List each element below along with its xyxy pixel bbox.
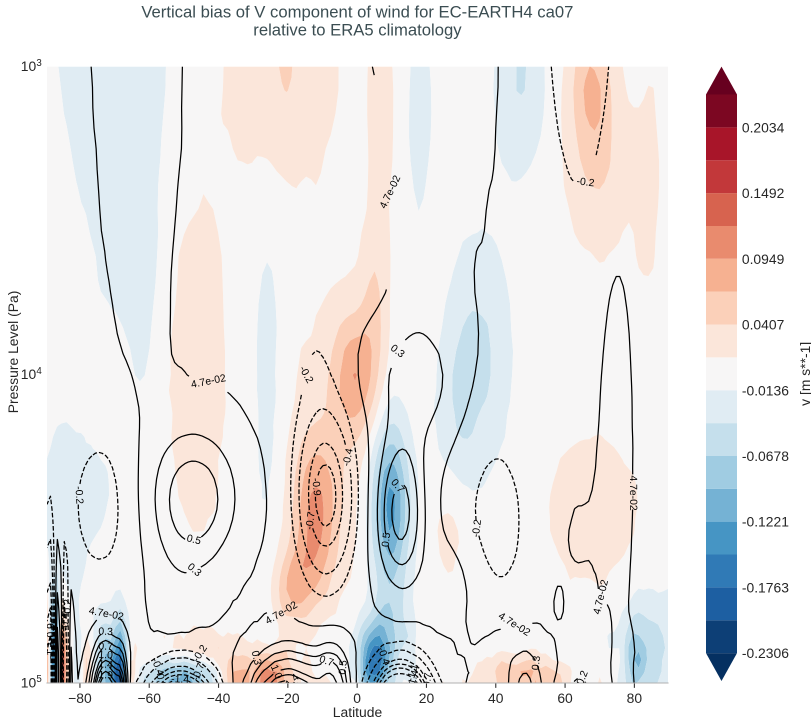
svg-text:1 0 5: 1 0 5 — [21, 667, 43, 692]
svg-text:40: 40 — [488, 690, 504, 706]
svg-text:0.3: 0.3 — [98, 626, 113, 638]
svg-text:-0.7: -0.7 — [422, 672, 435, 691]
svg-text:0.0949: 0.0949 — [742, 251, 785, 267]
svg-text:-1.4: -1.4 — [406, 669, 421, 689]
svg-text:Vertical bias of V component o: Vertical bias of V component of wind for… — [141, 2, 573, 21]
svg-text:Pressure Level (Pa): Pressure Level (Pa) — [5, 291, 21, 414]
svg-text:-0.9: -0.9 — [309, 477, 322, 496]
svg-text:80: 80 — [627, 690, 643, 706]
svg-text:0.7: 0.7 — [98, 641, 113, 653]
svg-text:-0.7: -0.7 — [304, 511, 317, 530]
svg-text:0.3: 0.3 — [531, 655, 543, 671]
svg-text:-1.1: -1.1 — [405, 663, 421, 684]
svg-text:0.5: 0.5 — [185, 533, 202, 547]
svg-text:-0.2: -0.2 — [63, 599, 74, 617]
svg-text:−20: −20 — [276, 690, 300, 706]
svg-text:-0.2: -0.2 — [576, 176, 595, 189]
svg-text:1 0 4: 1 0 4 — [21, 359, 43, 384]
svg-text:1 0 3: 1 0 3 — [21, 51, 43, 76]
svg-text:-0.2: -0.2 — [72, 486, 84, 505]
svg-text:v [m s**-1]: v [m s**-1] — [797, 342, 811, 406]
svg-text:-0.0678: -0.0678 — [742, 448, 789, 464]
svg-text:0.5: 0.5 — [338, 660, 350, 676]
svg-text:-0.1763: -0.1763 — [742, 579, 789, 595]
svg-text:1.4: 1.4 — [284, 672, 302, 690]
svg-text:-0.1221: -0.1221 — [742, 514, 789, 530]
svg-text:0.0407: 0.0407 — [742, 317, 785, 333]
svg-text:0: 0 — [353, 690, 361, 706]
svg-text:-0.4: -0.4 — [341, 447, 356, 467]
svg-text:0.5: 0.5 — [381, 532, 394, 548]
svg-text:0.7: 0.7 — [318, 654, 335, 669]
svg-text:-0.4: -0.4 — [60, 613, 71, 631]
svg-text:60: 60 — [557, 690, 573, 706]
svg-text:-0.2: -0.2 — [574, 669, 591, 690]
svg-text:-0.0136: -0.0136 — [742, 382, 789, 398]
svg-text:0.2034: 0.2034 — [742, 119, 785, 135]
svg-text:0.3: 0.3 — [249, 650, 263, 667]
svg-text:1.0: 1.0 — [98, 650, 113, 662]
svg-text:relative to ERA5 climatology: relative to ERA5 climatology — [253, 20, 462, 39]
svg-text:−40: −40 — [207, 690, 231, 706]
svg-text:-0.9: -0.9 — [153, 669, 168, 689]
svg-text:1.0: 1.0 — [268, 663, 284, 681]
svg-text:0.1492: 0.1492 — [742, 185, 785, 201]
svg-text:−80: −80 — [68, 690, 92, 706]
svg-text:1.4: 1.4 — [98, 659, 113, 671]
svg-text:-1.4: -1.4 — [171, 674, 190, 686]
svg-text:-0.4: -0.4 — [149, 657, 166, 678]
svg-text:4.7e-02: 4.7e-02 — [627, 475, 638, 511]
svg-text:-0.9: -0.9 — [46, 623, 57, 641]
svg-text:-1.1: -1.1 — [46, 641, 57, 659]
svg-text:-0.2306: -0.2306 — [742, 645, 789, 661]
svg-text:Latitude: Latitude — [333, 704, 383, 720]
svg-text:1.9: 1.9 — [98, 670, 113, 682]
svg-text:−60: −60 — [137, 690, 161, 706]
svg-text:-0.2: -0.2 — [471, 519, 484, 538]
svg-text:-0.4: -0.4 — [375, 646, 391, 667]
svg-text:20: 20 — [419, 690, 435, 706]
